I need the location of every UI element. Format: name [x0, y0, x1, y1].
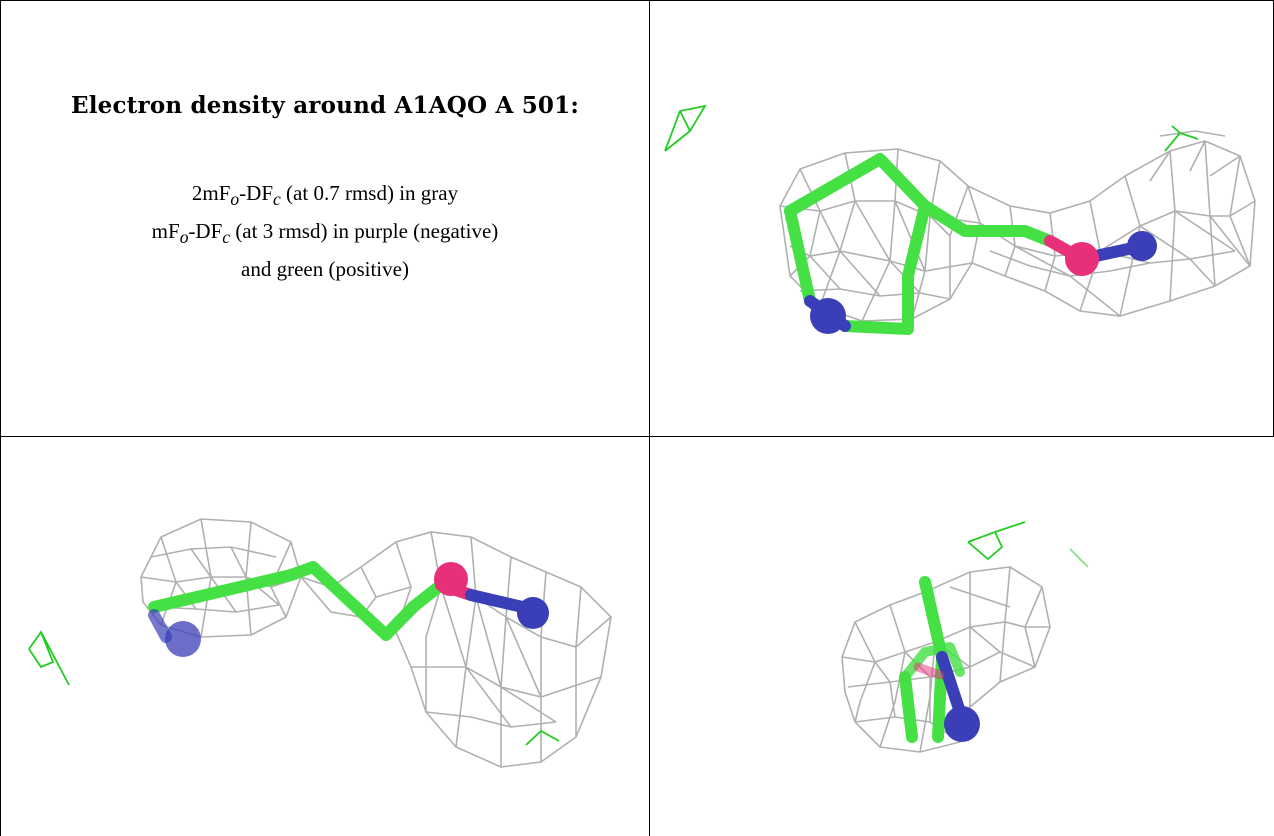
positive-difference-density	[28, 630, 560, 746]
nitrogen-atom	[944, 706, 980, 742]
border-left	[0, 0, 1, 836]
legend-subscript: o	[179, 227, 189, 248]
legend-subscript: c	[222, 227, 231, 248]
density-panel-top-right	[650, 1, 1273, 436]
divider-horizontal	[0, 436, 1274, 437]
density-panel-bottom-left	[1, 437, 649, 836]
positive-difference-density	[664, 104, 1199, 152]
legend-subscript: c	[273, 189, 281, 210]
legend-term: -DF	[188, 219, 223, 244]
caption-cell: Electron density around A1AQO A 501: 2mF…	[20, 80, 630, 285]
positive-difference-density	[967, 521, 1089, 568]
legend-term: mF	[151, 219, 180, 244]
heteroatom	[1065, 242, 1099, 276]
legend-subscript: o	[230, 189, 240, 210]
ligand-atoms	[810, 231, 1157, 334]
figure-heading: Electron density around A1AQO A 501:	[70, 92, 580, 119]
legend-line-3: and green (positive)	[241, 257, 409, 282]
density-mesh	[140, 518, 612, 768]
legend-line-fo-fc: mFo-DFc (at 3 rmsd) in purple (negative)	[20, 215, 630, 253]
border-top	[0, 0, 1274, 1]
molecule-view-2	[28, 518, 612, 768]
legend-description: (at 3 rmsd) in purple (negative)	[230, 219, 499, 244]
divider-vertical	[649, 0, 650, 836]
density-legend: 2mFo-DFc (at 0.7 rmsd) in gray mFo-DFc (…	[20, 177, 630, 285]
nitrogen-atom	[517, 597, 549, 629]
nitrogen-atom	[1127, 231, 1157, 261]
density-panel-bottom-right	[650, 437, 1273, 836]
ligand-bonds	[899, 576, 966, 743]
nitrogen-atom	[810, 298, 846, 334]
heteroatom	[434, 562, 468, 596]
molecule-view-1	[664, 104, 1256, 335]
legend-description: (at 0.7 rmsd) in gray	[280, 181, 459, 205]
legend-line-2fo-fc: 2mFo-DFc (at 0.7 rmsd) in gray	[20, 177, 630, 215]
density-mesh	[779, 130, 1256, 322]
nitrogen-atom	[165, 621, 201, 657]
ligand-atoms	[944, 706, 980, 742]
legend-term: -DF	[239, 181, 274, 205]
legend-term: 2mF	[191, 181, 231, 205]
molecule-view-3	[841, 521, 1089, 753]
ligand-atoms	[165, 562, 549, 657]
